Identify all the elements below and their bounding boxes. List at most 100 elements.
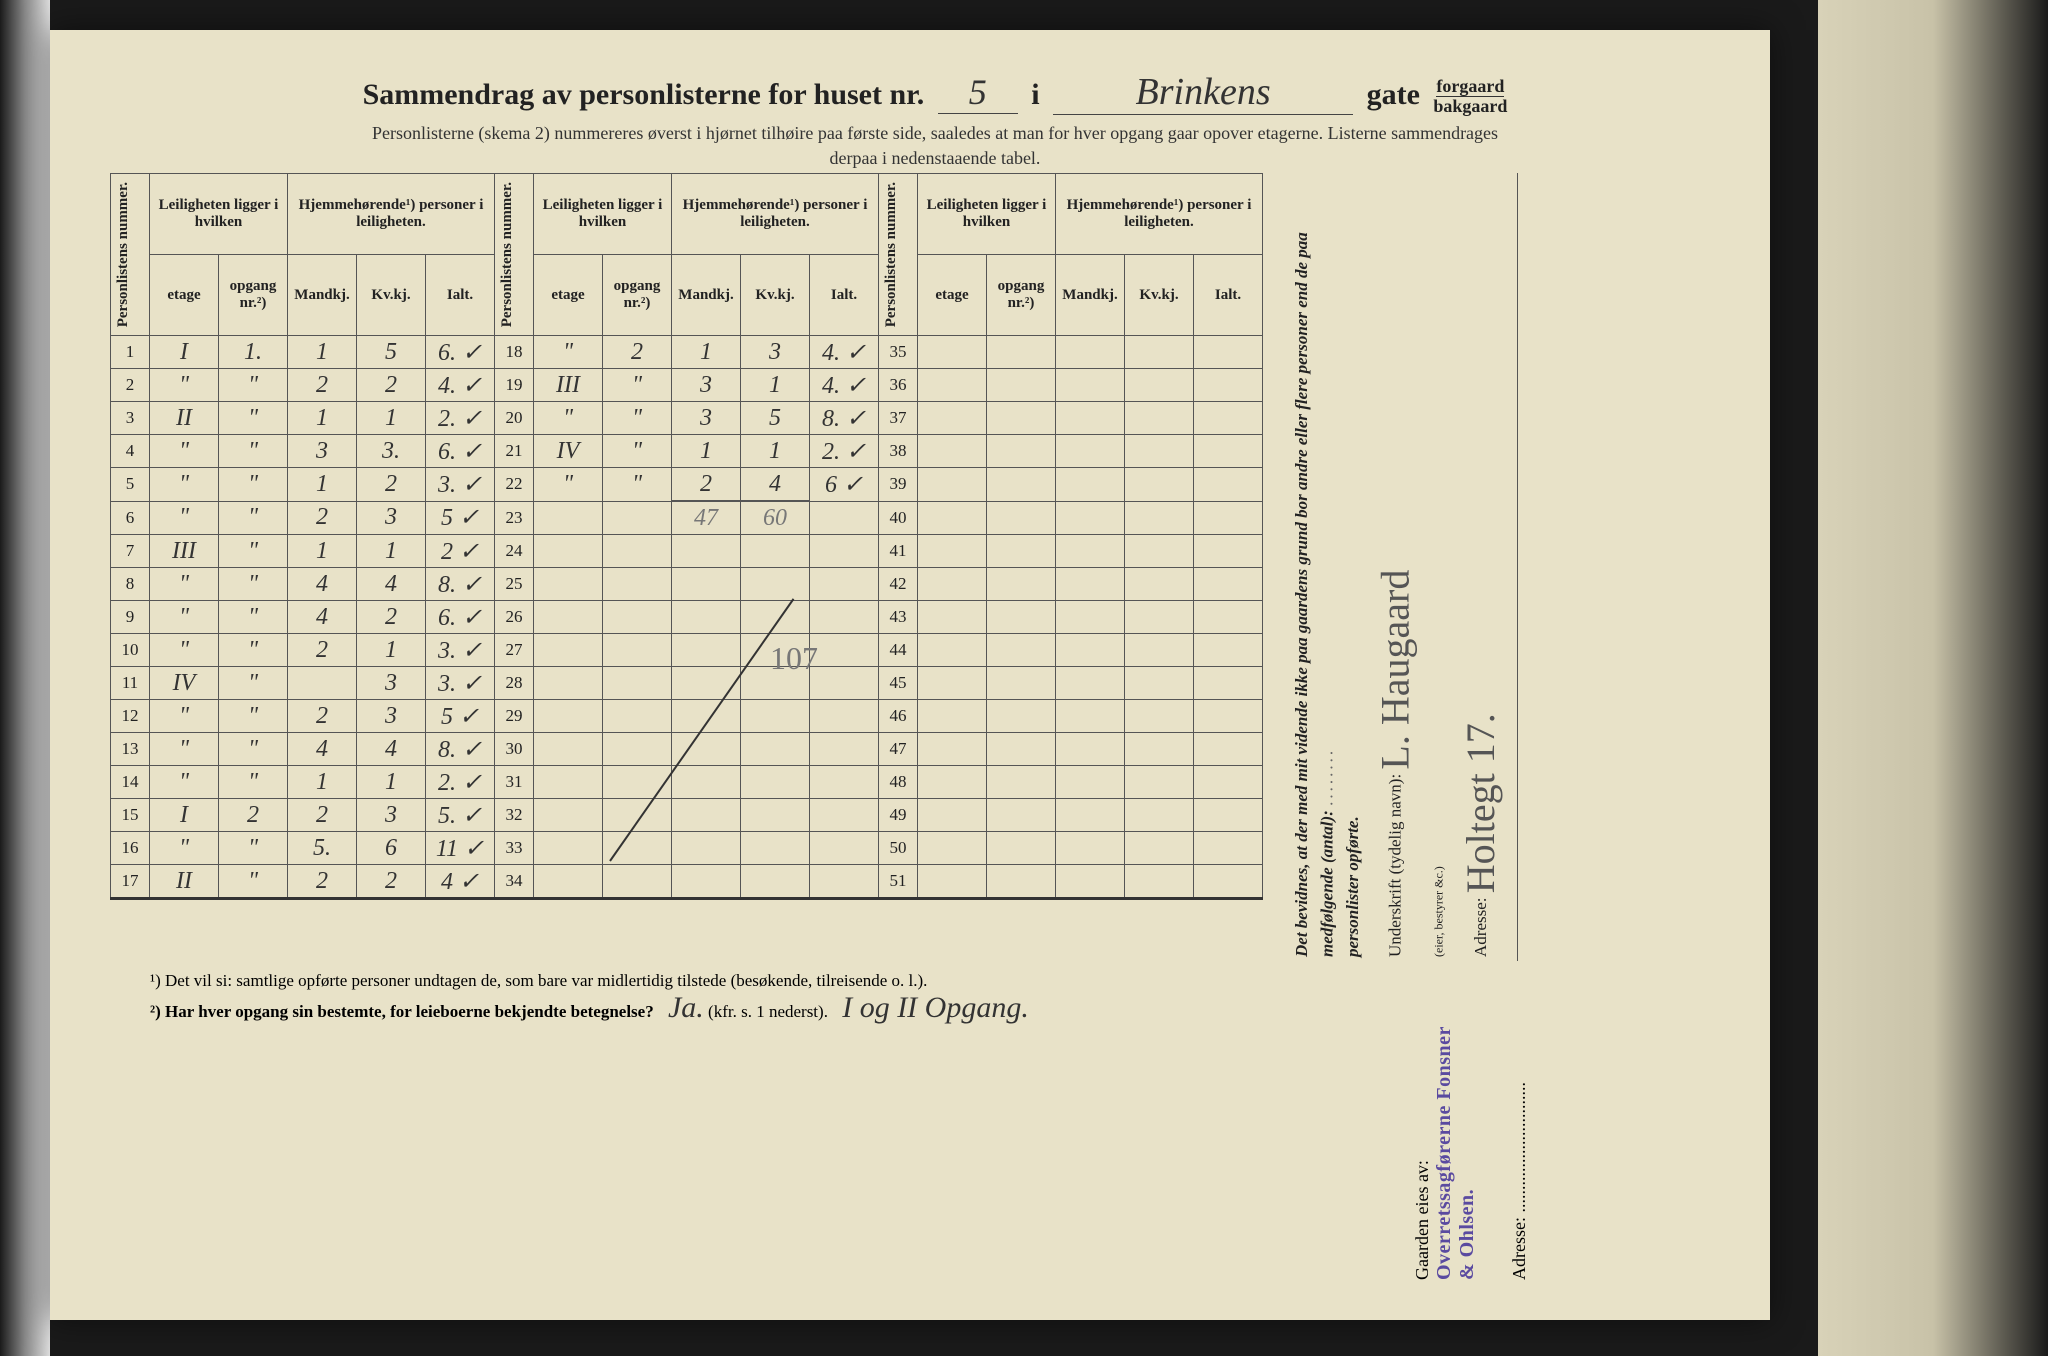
row-number: 13	[111, 733, 150, 766]
cell-e: I	[150, 336, 219, 369]
styrer-note: (eier, bestyrer &c.)	[1432, 866, 1446, 957]
cell-o	[987, 535, 1056, 568]
cell-i	[810, 832, 879, 865]
cell-o: "	[603, 402, 672, 435]
cell-k	[1125, 336, 1194, 369]
subtitle-line-1: Personlisterne (skema 2) nummereres øver…	[110, 123, 1760, 144]
cell-o	[987, 369, 1056, 402]
cell-m	[1056, 733, 1125, 766]
cell-k	[1125, 568, 1194, 601]
adresse-label-2: Adresse:	[1509, 1217, 1529, 1280]
cell-m	[1056, 369, 1125, 402]
cell-i	[1194, 468, 1263, 502]
row-number: 20	[495, 402, 534, 435]
cell-k: 3	[357, 799, 426, 832]
cell-i	[810, 700, 879, 733]
cell-o: "	[219, 435, 288, 468]
cell-o	[603, 667, 672, 700]
cell-k	[1125, 865, 1194, 899]
row-number: 18	[495, 336, 534, 369]
col-leiligheten-3: Leiligheten ligger i hvilken	[918, 173, 1056, 254]
cell-e: "	[150, 369, 219, 402]
row-number: 47	[879, 733, 918, 766]
cell-e	[534, 832, 603, 865]
cell-o: "	[219, 766, 288, 799]
cell-o	[987, 832, 1056, 865]
cell-k: 3	[357, 700, 426, 733]
cell-i	[1194, 501, 1263, 535]
col-mandkj-3: Mandkj.	[1056, 255, 1125, 336]
cell-i	[1194, 700, 1263, 733]
col-personlistens-3: Personlistens nummer.	[881, 176, 902, 333]
col-opgang-1: opgang nr.²)	[219, 255, 288, 336]
cell-k	[741, 700, 810, 733]
cell-m	[1056, 832, 1125, 865]
cell-k: 5	[741, 402, 810, 435]
cell-k	[741, 766, 810, 799]
table-row: 4""33.6. ✓21IV"112. ✓38	[111, 435, 1263, 468]
footnote-1: ¹) Det vil si: samtlige opførte personer…	[150, 971, 1760, 991]
cell-k: 3.	[357, 435, 426, 468]
cell-o	[987, 601, 1056, 634]
cell-k: 3	[741, 336, 810, 369]
cell-e: IV	[534, 435, 603, 468]
table-row: 5""123. ✓22""246 ✓39	[111, 468, 1263, 502]
cell-e	[534, 733, 603, 766]
row-number: 34	[495, 865, 534, 899]
cell-i: 5. ✓	[426, 799, 495, 832]
cell-o	[603, 501, 672, 535]
cell-k	[1125, 634, 1194, 667]
table-row: 2""224. ✓19III"314. ✓36	[111, 369, 1263, 402]
cell-e: "	[150, 601, 219, 634]
cell-e	[918, 634, 987, 667]
cell-i	[1194, 766, 1263, 799]
cell-m	[1056, 634, 1125, 667]
cell-k	[1125, 766, 1194, 799]
cell-i	[810, 601, 879, 634]
cell-m: 4	[288, 733, 357, 766]
gaard-options: forgaard bakgaard	[1433, 77, 1507, 117]
cell-i	[810, 865, 879, 899]
cell-o	[987, 568, 1056, 601]
row-number: 42	[879, 568, 918, 601]
cell-k	[1125, 733, 1194, 766]
cell-m	[672, 799, 741, 832]
col-hjemme-1: Hjemmehørende¹) personer i leiligheten.	[288, 173, 495, 254]
row-number: 39	[879, 468, 918, 502]
cell-m	[288, 667, 357, 700]
row-number: 35	[879, 336, 918, 369]
cell-i	[1194, 733, 1263, 766]
row-number: 37	[879, 402, 918, 435]
cell-i	[1194, 865, 1263, 899]
row-number: 46	[879, 700, 918, 733]
cell-i: 6. ✓	[426, 435, 495, 468]
cell-o	[603, 865, 672, 899]
cell-i: 6 ✓	[810, 468, 879, 502]
cell-e	[534, 700, 603, 733]
row-number: 25	[495, 568, 534, 601]
cell-e	[918, 733, 987, 766]
cell-k	[1125, 402, 1194, 435]
cell-i: 5 ✓	[426, 700, 495, 733]
adresse-bottom: Adresse: .............................	[1509, 1020, 1530, 1280]
col-kvkj-2: Kv.kj.	[741, 255, 810, 336]
cell-m: 2	[672, 468, 741, 502]
cell-o	[987, 733, 1056, 766]
col-hjemme-2: Hjemmehørende¹) personer i leiligheten.	[672, 173, 879, 254]
cell-m	[1056, 501, 1125, 535]
row-number: 49	[879, 799, 918, 832]
cell-e	[534, 535, 603, 568]
bakgaard-label: bakgaard	[1433, 96, 1507, 116]
cell-e: "	[534, 468, 603, 502]
cell-k: 6	[357, 832, 426, 865]
cell-i	[810, 733, 879, 766]
cell-k: 3	[357, 667, 426, 700]
cell-k: 1	[357, 766, 426, 799]
pencil-total: 107	[770, 640, 818, 677]
dotted-blank-2: .............................	[1509, 1082, 1529, 1213]
cell-o	[987, 435, 1056, 468]
row-number: 15	[111, 799, 150, 832]
cell-e	[918, 832, 987, 865]
cell-o	[603, 535, 672, 568]
cell-k	[741, 535, 810, 568]
